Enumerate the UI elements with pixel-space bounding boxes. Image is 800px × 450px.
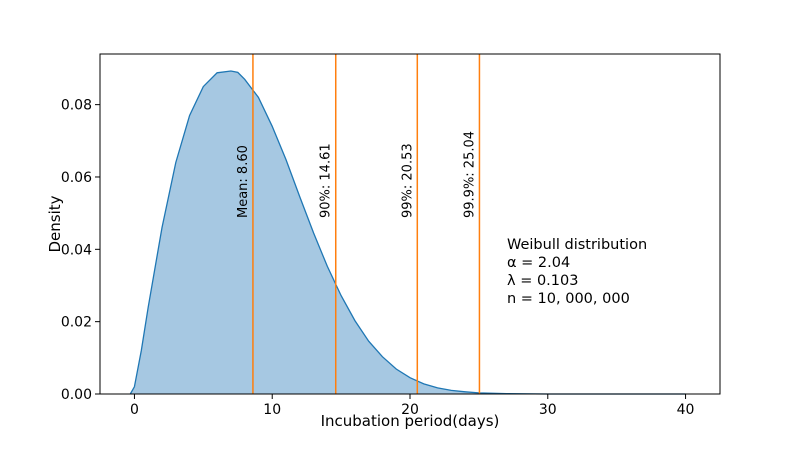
x-tick-label: 40: [677, 402, 695, 418]
annotation-alpha: α = 2.04: [507, 255, 570, 271]
x-axis-label: Incubation period(days): [321, 412, 500, 430]
vline-label-2: 99%: 20.53: [400, 143, 415, 218]
density-area-layer: [130, 71, 686, 394]
x-tick-label: 20: [401, 402, 419, 418]
density-curve-layer: [129, 70, 686, 395]
density-curve: [129, 70, 686, 395]
y-tick-label: 0.04: [61, 242, 92, 258]
x-tick-label: 30: [539, 402, 557, 418]
vline-label-0: Mean: 8.60: [236, 145, 251, 218]
annotation-lambda: λ = 0.103: [507, 273, 578, 289]
annotation-title: Weibull distribution: [507, 237, 647, 253]
vline-label-3: 99.9%: 25.04: [462, 131, 477, 218]
vline-label-1: 90%: 14.61: [319, 143, 334, 218]
x-tick-label: 10: [263, 402, 281, 418]
y-axis-label: Density: [46, 195, 64, 252]
y-tick-label: 0.02: [61, 315, 92, 331]
annotation-n: n = 10, 000, 000: [507, 291, 630, 307]
distribution-annotation: Weibull distribution α = 2.04 λ = 0.103 …: [507, 237, 647, 307]
y-tick-label: 0.08: [61, 98, 92, 114]
x-axis-ticks: 0 10 20 30 40: [130, 394, 694, 418]
y-tick-label: 0.06: [61, 170, 92, 186]
x-tick-label: 0: [130, 402, 139, 418]
y-axis-ticks: 0.00 0.02 0.04 0.06 0.08: [61, 98, 100, 403]
y-tick-label: 0.00: [61, 387, 92, 403]
vertical-lines-layer: Mean: 8.60 90%: 14.61 99%: 20.53 99.9%: 25.…: [236, 54, 481, 394]
density-area-fill: [130, 71, 686, 394]
